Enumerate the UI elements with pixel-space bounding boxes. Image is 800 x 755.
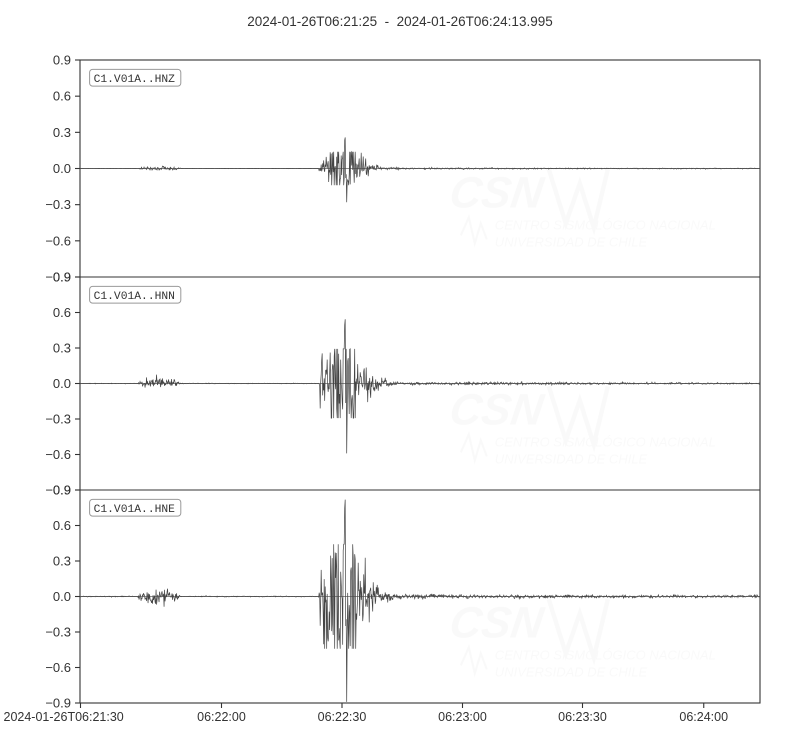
svg-text:CENTRO SISMOLÓGICO NACIONAL: CENTRO SISMOLÓGICO NACIONAL	[495, 647, 716, 662]
svg-text:0.3: 0.3	[53, 125, 71, 140]
svg-text:CSN: CSN	[447, 599, 548, 648]
svg-text:−0.3: −0.3	[45, 625, 71, 640]
svg-text:−0.6: −0.6	[45, 233, 71, 248]
svg-text:06:22:30: 06:22:30	[318, 710, 367, 724]
svg-text:−0.3: −0.3	[45, 412, 71, 427]
svg-text:C1.V01A..HNE: C1.V01A..HNE	[94, 504, 176, 516]
svg-text:06:24:00: 06:24:00	[679, 710, 728, 724]
svg-text:0.0: 0.0	[53, 589, 71, 604]
svg-text:0.9: 0.9	[53, 270, 71, 285]
svg-text:06:23:00: 06:23:00	[438, 710, 487, 724]
svg-text:0.0: 0.0	[53, 376, 71, 391]
svg-text:UNIVERSIDAD DE CHILE: UNIVERSIDAD DE CHILE	[495, 234, 648, 249]
svg-text:0.6: 0.6	[53, 518, 71, 533]
svg-text:0.3: 0.3	[53, 554, 71, 569]
svg-text:0.0: 0.0	[53, 161, 71, 176]
svg-text:C1.V01A..HNZ: C1.V01A..HNZ	[94, 74, 176, 86]
svg-text:CENTRO SISMOLÓGICO NACIONAL: CENTRO SISMOLÓGICO NACIONAL	[495, 217, 716, 232]
svg-text:CSN: CSN	[447, 169, 548, 218]
svg-text:CENTRO SISMOLÓGICO NACIONAL: CENTRO SISMOLÓGICO NACIONAL	[495, 434, 716, 449]
svg-text:−0.6: −0.6	[45, 447, 71, 462]
svg-text:06:23:30: 06:23:30	[558, 710, 607, 724]
svg-text:0.9: 0.9	[53, 53, 71, 68]
svg-text:0.6: 0.6	[53, 305, 71, 320]
svg-text:UNIVERSIDAD DE CHILE: UNIVERSIDAD DE CHILE	[495, 664, 648, 679]
svg-text:2024-01-26T06:21:30: 2024-01-26T06:21:30	[4, 710, 124, 724]
svg-text:−0.3: −0.3	[45, 197, 71, 212]
svg-text:−0.6: −0.6	[45, 660, 71, 675]
svg-text:0.3: 0.3	[53, 341, 71, 356]
svg-text:06:22:00: 06:22:00	[197, 710, 246, 724]
svg-text:0.9: 0.9	[53, 483, 71, 498]
svg-text:C1.V01A..HNN: C1.V01A..HNN	[94, 291, 175, 303]
svg-text:−0.9: −0.9	[45, 696, 71, 711]
svg-text:UNIVERSIDAD DE CHILE: UNIVERSIDAD DE CHILE	[495, 451, 648, 466]
svg-text:CSN: CSN	[447, 386, 548, 435]
svg-text:0.6: 0.6	[53, 89, 71, 104]
